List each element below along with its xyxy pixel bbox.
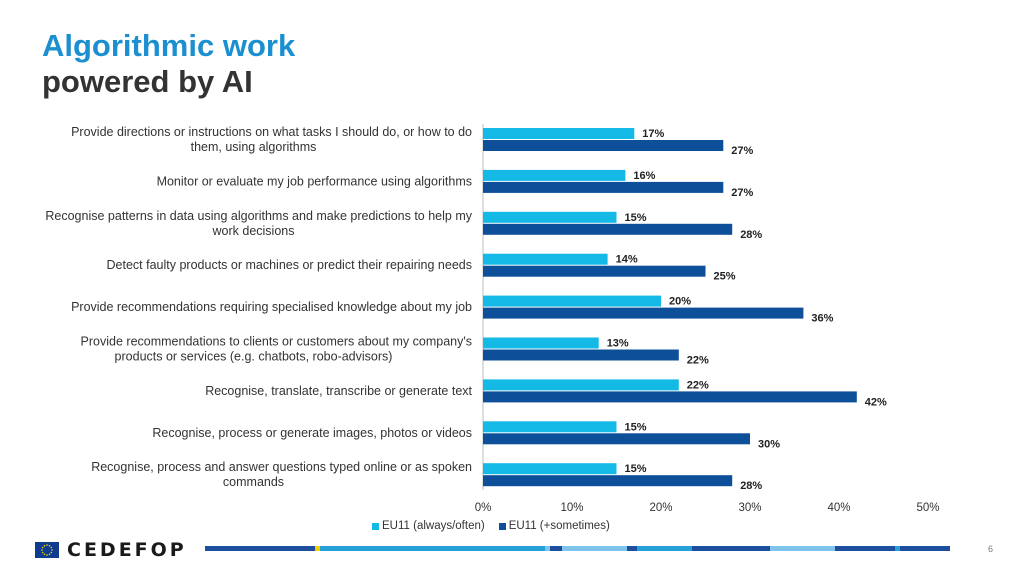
strip-segment xyxy=(835,546,895,551)
category-label: Provide recommendations requiring specia… xyxy=(71,300,472,314)
data-label-plus-sometimes: 25% xyxy=(714,271,736,283)
category-label: work decisions xyxy=(212,224,295,238)
legend-item-always: EU11 (always/often) xyxy=(372,520,485,532)
bar-plus-sometimes xyxy=(483,433,750,445)
data-label-always-often: 22% xyxy=(687,379,709,391)
strip-segment xyxy=(692,546,770,551)
data-label-plus-sometimes: 28% xyxy=(740,480,762,492)
category-label: Recognise patterns in data using algorit… xyxy=(45,209,472,223)
strip-segment xyxy=(770,546,835,551)
bar-always-often xyxy=(483,169,626,181)
data-label-plus-sometimes: 27% xyxy=(731,187,753,199)
strip-segment xyxy=(562,546,627,551)
legend-label-sometimes: EU11 (+sometimes) xyxy=(508,520,610,532)
strip-segment xyxy=(205,546,315,551)
bar-always-often xyxy=(483,211,617,223)
data-label-always-often: 17% xyxy=(642,128,664,140)
bar-plus-sometimes xyxy=(483,475,733,487)
category-label: products or services (e.g. chatbots, rob… xyxy=(115,350,393,364)
data-label-plus-sometimes: 36% xyxy=(811,313,833,325)
x-tick-label: 20% xyxy=(649,502,672,514)
slide-subtitle: powered by AI xyxy=(42,64,253,99)
slide-title: Algorithmic work xyxy=(42,28,296,63)
strip-segment xyxy=(627,546,637,551)
category-label: Recognise, process and answer questions … xyxy=(91,460,472,474)
bar-always-often xyxy=(483,128,635,139)
bar-always-often xyxy=(483,295,661,307)
bar-always-often xyxy=(483,463,617,475)
data-label-always-often: 15% xyxy=(625,421,647,433)
strip-segment xyxy=(315,546,320,551)
strip-segment xyxy=(900,546,950,551)
bar-always-often xyxy=(483,253,608,265)
data-label-plus-sometimes: 28% xyxy=(740,229,762,241)
data-label-always-often: 15% xyxy=(625,212,647,224)
category-label: Provide directions or instructions on wh… xyxy=(71,125,472,139)
x-tick-label: 30% xyxy=(738,502,761,514)
category-label: them, using algorithms xyxy=(191,140,317,154)
cedefop-logo: CEDEFOP xyxy=(35,539,187,561)
category-label: Recognise, translate, transcribe or gene… xyxy=(205,384,472,398)
strip-segment xyxy=(550,546,562,551)
data-label-plus-sometimes: 42% xyxy=(865,396,887,408)
data-label-plus-sometimes: 22% xyxy=(687,355,709,367)
bar-always-often xyxy=(483,421,617,433)
category-label: commands xyxy=(223,475,284,489)
data-label-always-often: 16% xyxy=(633,170,655,182)
category-label: Recognise, process or generate images, p… xyxy=(152,426,472,440)
bar-always-often xyxy=(483,337,599,349)
legend-swatch-always xyxy=(372,522,379,530)
bar-plus-sometimes xyxy=(483,349,679,361)
eu-flag-icon xyxy=(35,542,59,558)
data-label-always-often: 20% xyxy=(669,296,691,308)
data-label-always-often: 13% xyxy=(607,338,629,350)
category-label: Monitor or evaluate my job performance u… xyxy=(157,174,472,188)
x-tick-label: 0% xyxy=(475,502,492,514)
category-label: Detect faulty products or machines or pr… xyxy=(107,258,472,272)
bar-plus-sometimes xyxy=(483,181,724,193)
strip-segment xyxy=(545,546,550,551)
data-label-plus-sometimes: 27% xyxy=(731,145,753,157)
legend-item-sometimes: EU11 (+sometimes) xyxy=(498,520,610,532)
bar-always-often xyxy=(483,379,679,391)
data-label-plus-sometimes: 30% xyxy=(758,438,780,450)
chart-legend: EU11 (always/often) EU11 (+sometimes) xyxy=(372,520,610,532)
cedefop-wordmark: CEDEFOP xyxy=(67,539,187,561)
x-tick-label: 10% xyxy=(560,502,583,514)
data-label-always-often: 15% xyxy=(625,463,647,475)
legend-label-always: EU11 (always/often) xyxy=(382,520,485,532)
bar-plus-sometimes xyxy=(483,307,804,319)
x-tick-label: 40% xyxy=(827,502,850,514)
strip-segment xyxy=(637,546,692,551)
bar-plus-sometimes xyxy=(483,140,724,151)
bar-plus-sometimes xyxy=(483,223,733,235)
legend-swatch-sometimes xyxy=(498,522,506,530)
bar-plus-sometimes xyxy=(483,391,857,403)
bar-plus-sometimes xyxy=(483,265,706,277)
footer-color-strip xyxy=(205,546,950,551)
strip-segment xyxy=(895,546,900,551)
category-label: Provide recommendations to clients or cu… xyxy=(81,335,472,349)
data-label-always-often: 14% xyxy=(616,254,638,266)
strip-segment xyxy=(320,546,545,551)
x-tick-label: 50% xyxy=(916,502,939,514)
page-number: 6 xyxy=(988,544,994,554)
